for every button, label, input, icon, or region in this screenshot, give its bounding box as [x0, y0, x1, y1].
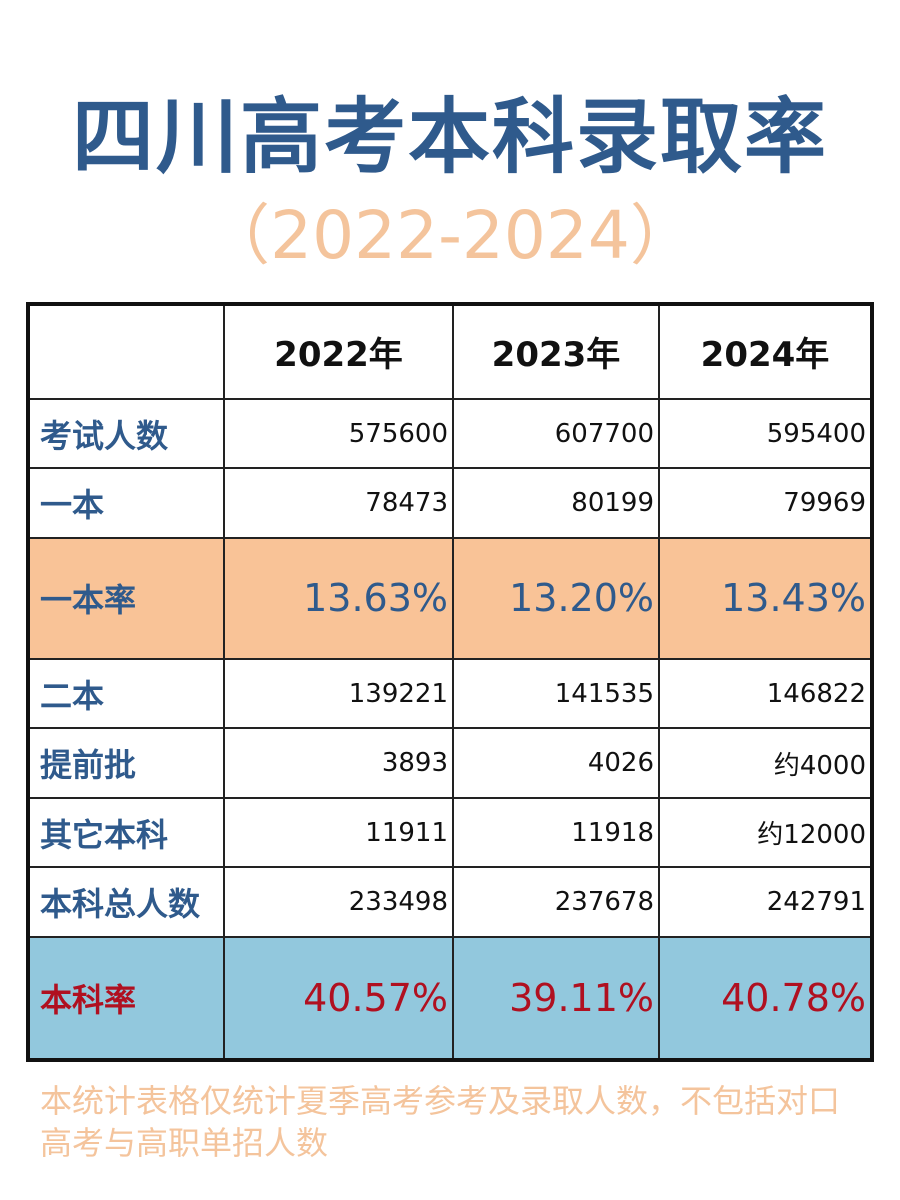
row-label: 提前批: [30, 727, 225, 799]
cell-value: 40.57%: [223, 935, 454, 1058]
cell-value: 约4000: [658, 727, 870, 799]
page-subtitle: （2022-2024）: [204, 197, 696, 274]
cell-value: 13.43%: [658, 536, 870, 660]
cell-value: 79969: [658, 467, 870, 539]
cell-value: 3893: [223, 727, 454, 799]
page-title: 四川高考本科录取率: [71, 90, 828, 185]
cell-value: 141535: [452, 657, 660, 730]
cell-value: 39.11%: [452, 935, 660, 1058]
table-row-undergrad-total: 本科总人数 233498 237678 242791: [30, 866, 870, 938]
table-row-undergrad-rate: 本科率 40.57% 39.11% 40.78%: [30, 935, 870, 1058]
cell-value: 4026: [452, 727, 660, 799]
cell-value: 11918: [452, 796, 660, 869]
row-label: 一本: [30, 467, 225, 539]
cell-value: 242791: [658, 866, 870, 938]
cell-value: 237678: [452, 866, 660, 938]
cell-value: 139221: [223, 657, 454, 730]
row-label: 其它本科: [30, 796, 225, 869]
cell-value: 约12000: [658, 796, 870, 869]
header-cell-2023: 2023年: [452, 306, 660, 400]
header-cell-empty: [30, 306, 225, 400]
table-row-tier2: 二本 139221 141535 146822: [30, 657, 870, 730]
row-label: 本科总人数: [30, 866, 225, 938]
cell-value: 233498: [223, 866, 454, 938]
row-label: 本科率: [30, 935, 225, 1058]
footnote: 本统计表格仅统计夏季高考参考及录取人数，不包括对口高考与高职单招人数: [40, 1082, 841, 1162]
row-label: 一本率: [30, 536, 225, 660]
table-row-tier1-rate: 一本率 13.63% 13.20% 13.43%: [30, 536, 870, 660]
header-cell-2024: 2024年: [658, 306, 870, 400]
cell-value: 146822: [658, 657, 870, 730]
cell-value: 607700: [452, 397, 660, 470]
cell-value: 40.78%: [658, 935, 870, 1058]
table-row-early-batch: 提前批 3893 4026 约4000: [30, 727, 870, 799]
cell-value: 80199: [452, 467, 660, 539]
admission-stats-table: 2022年 2023年 2024年 考试人数 575600 607700 595…: [30, 306, 870, 1058]
table-row-tier1: 一本 78473 80199 79969: [30, 467, 870, 539]
row-label: 考试人数: [30, 397, 225, 470]
cell-value: 595400: [658, 397, 870, 470]
cell-value: 78473: [223, 467, 454, 539]
table-row-other-undergrad: 其它本科 11911 11918 约12000: [30, 796, 870, 869]
table-row-exam-takers: 考试人数 575600 607700 595400: [30, 397, 870, 470]
header-cell-2022: 2022年: [223, 306, 454, 400]
cell-value: 11911: [223, 796, 454, 869]
row-label: 二本: [30, 657, 225, 730]
cell-value: 13.63%: [223, 536, 454, 660]
table-header-row: 2022年 2023年 2024年: [30, 306, 870, 400]
cell-value: 13.20%: [452, 536, 660, 660]
cell-value: 575600: [223, 397, 454, 470]
stats-table-container: 2022年 2023年 2024年 考试人数 575600 607700 595…: [26, 302, 874, 1062]
